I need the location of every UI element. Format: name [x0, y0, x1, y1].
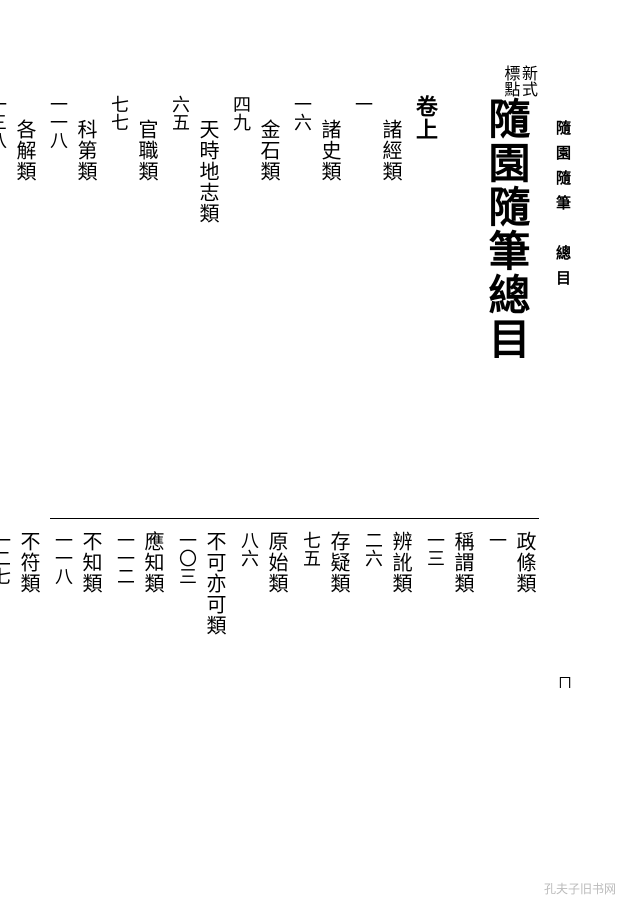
entry-label: 諸史類 — [315, 95, 344, 182]
page-number: ㄇ — [553, 675, 573, 689]
main-title-block: 新式標點隨園隨筆總目 — [475, 65, 536, 361]
entry-label: 天時地志類 — [193, 95, 222, 224]
toc-entry: 不知類一一八 — [50, 531, 105, 849]
section-heading-upper: 卷上 — [411, 95, 441, 505]
entry-label: 不符類 — [14, 531, 43, 594]
entry-page: 一一八 — [50, 531, 76, 585]
entry-label: 應知類 — [138, 531, 167, 594]
entry-page: 一二七 — [0, 531, 14, 585]
entry-page: 一一二 — [112, 531, 138, 585]
entry-label: 諸經類 — [376, 95, 405, 182]
entry-page: 七七 — [106, 95, 132, 131]
running-head: 隨園隨筆 總目 — [552, 120, 573, 295]
toc-entry: 不符類一二七 — [0, 531, 43, 849]
section-divider — [50, 518, 539, 519]
entry-label: 政條類 — [510, 531, 539, 594]
entry-page: 一 — [484, 531, 510, 549]
toc-entry: 辨訛類二六 — [360, 531, 415, 849]
entry-label: 存疑類 — [324, 531, 353, 594]
entry-label: 不知類 — [76, 531, 105, 594]
entry-page: 二六 — [360, 531, 386, 567]
entry-page: 四九 — [228, 95, 254, 131]
entry-label: 科第類 — [71, 95, 100, 182]
entry-page: 八六 — [236, 531, 262, 567]
toc-entry: 各解類一三八 — [0, 95, 39, 505]
toc-entry: 天時地志類六五 — [167, 95, 222, 505]
toc-entry: 官職類七七 — [106, 95, 161, 505]
toc-entry: 應知類一一二 — [112, 531, 167, 849]
entry-page: 一六 — [289, 95, 315, 131]
watermark: 孔夫子旧书网 — [544, 880, 616, 897]
toc-entry: 諸經類一 — [350, 95, 405, 505]
entry-page: 一三 — [422, 531, 448, 567]
title-prefix: 新式標點 — [501, 65, 536, 97]
toc-entry: 存疑類七五 — [298, 531, 353, 849]
entry-label: 稱謂類 — [448, 531, 477, 594]
entry-label: 原始類 — [262, 531, 291, 594]
toc-entry: 金石類四九 — [228, 95, 283, 505]
entry-page: 一三八 — [0, 95, 10, 149]
toc-entry: 政條類一 — [484, 531, 539, 849]
toc-entry: 諸史類一六 — [289, 95, 344, 505]
lower-toc: 政條類一 稱謂類一三 辨訛類二六 存疑類七五 原始類八六 不可亦可類一〇三 應知… — [50, 531, 539, 849]
entry-label: 不可亦可類 — [200, 531, 229, 636]
entry-label: 金石類 — [254, 95, 283, 182]
main-title: 隨園隨筆總目 — [482, 97, 528, 361]
entry-label: 官職類 — [132, 95, 161, 182]
entry-page: 七五 — [298, 531, 324, 567]
entry-page: 一 — [350, 95, 376, 113]
toc-entry: 稱謂類一三 — [422, 531, 477, 849]
entry-label: 各解類 — [10, 95, 39, 182]
toc-entry: 科第類一一八 — [45, 95, 100, 505]
entry-label: 辨訛類 — [386, 531, 415, 594]
entry-page: 六五 — [167, 95, 193, 131]
entry-page: 一〇三 — [174, 531, 200, 585]
upper-toc: 卷上 諸經類一 諸史類一六 金石類四九 天時地志類六五 官職類七七 科第類一一八… — [50, 95, 441, 505]
toc-entry: 原始類八六 — [236, 531, 291, 849]
entry-page: 一一八 — [45, 95, 71, 149]
toc-entry: 不可亦可類一〇三 — [174, 531, 229, 849]
